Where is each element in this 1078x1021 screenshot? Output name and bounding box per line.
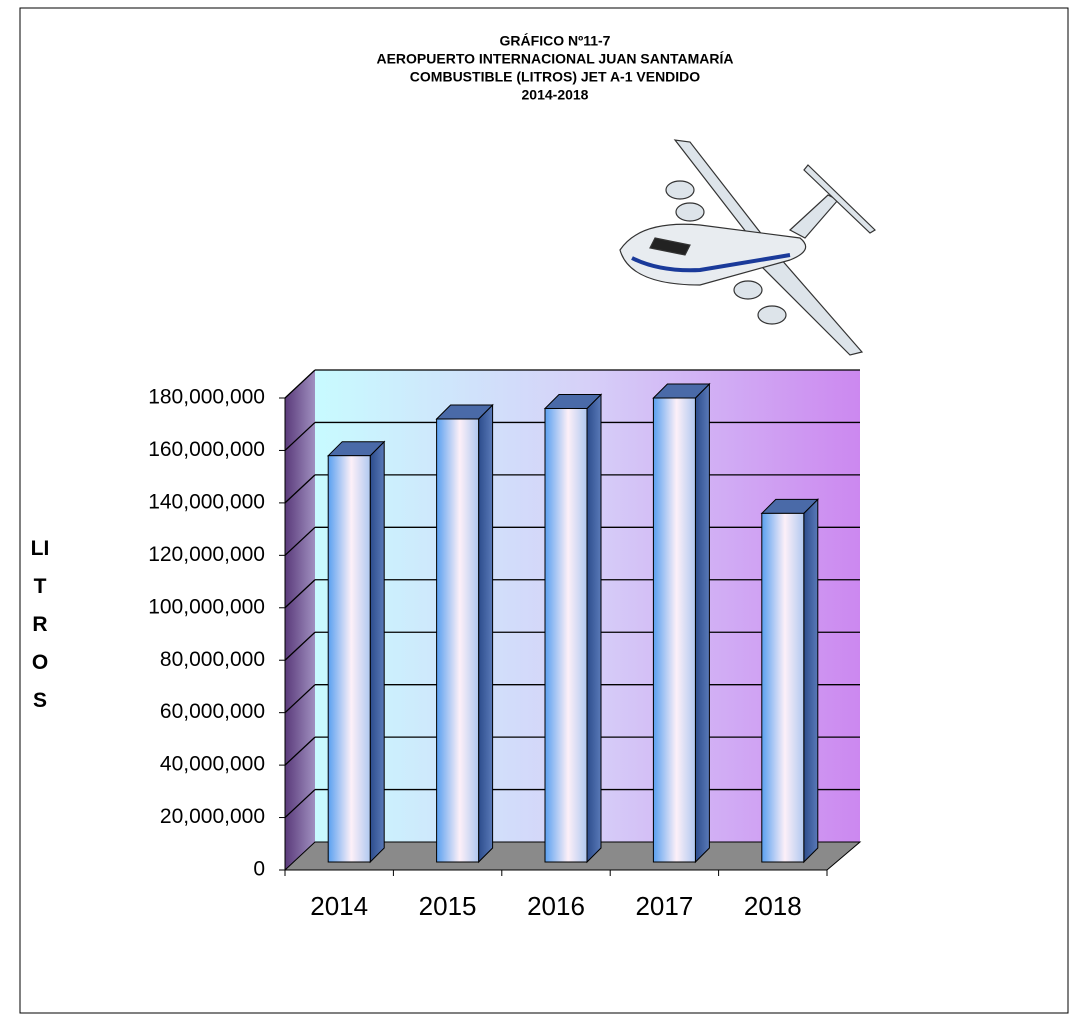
x-tick-label: 2018 bbox=[744, 891, 802, 921]
chart-title: GRÁFICO Nº11-7 bbox=[500, 33, 611, 49]
y-tick-label: 20,000,000 bbox=[160, 805, 265, 828]
y-tick-label: 160,000,000 bbox=[148, 438, 265, 461]
x-tick-label: 2015 bbox=[419, 891, 477, 921]
y-tick-label: 100,000,000 bbox=[148, 595, 265, 618]
bar-side bbox=[478, 403, 494, 864]
grid-line bbox=[284, 684, 316, 714]
y-tick-label: 180,000,000 bbox=[148, 386, 265, 409]
bar-side bbox=[803, 498, 819, 864]
chart-title: 2014-2018 bbox=[522, 87, 589, 103]
airplane bbox=[619, 139, 876, 356]
grid-line bbox=[284, 736, 316, 766]
chart-title: AEROPUERTO INTERNACIONAL JUAN SANTAMARÍA bbox=[376, 51, 733, 67]
grid-line bbox=[284, 369, 316, 399]
grid-line bbox=[284, 631, 316, 661]
bar-side bbox=[694, 382, 710, 864]
grid-line bbox=[284, 526, 316, 556]
bar bbox=[652, 397, 696, 863]
bar-side bbox=[586, 393, 602, 864]
side-wall bbox=[285, 370, 315, 870]
x-tick-label: 2014 bbox=[310, 891, 368, 921]
y-tick-label: 80,000,000 bbox=[160, 648, 265, 671]
grid-line bbox=[284, 421, 316, 451]
bar-side bbox=[369, 440, 385, 864]
frame bbox=[19, 7, 1069, 1014]
y-tick-label: 60,000,000 bbox=[160, 700, 265, 723]
y-tick-label: 0 bbox=[253, 858, 265, 881]
grid-line bbox=[284, 579, 316, 609]
x-tick-label: 2016 bbox=[527, 891, 585, 921]
y-axis-label: LITROS bbox=[30, 537, 50, 712]
bar bbox=[761, 512, 805, 863]
chart-title: COMBUSTIBLE (LITROS) JET A-1 VENDIDO bbox=[410, 69, 700, 85]
bar bbox=[544, 407, 588, 863]
y-tick-label: 40,000,000 bbox=[160, 753, 265, 776]
y-tick-label: 140,000,000 bbox=[148, 490, 265, 513]
bar bbox=[327, 455, 371, 863]
grid-line bbox=[284, 474, 316, 504]
grid-line bbox=[284, 789, 316, 819]
x-tick-label: 2017 bbox=[635, 891, 693, 921]
bar bbox=[436, 418, 480, 863]
y-tick-label: 120,000,000 bbox=[148, 543, 265, 566]
